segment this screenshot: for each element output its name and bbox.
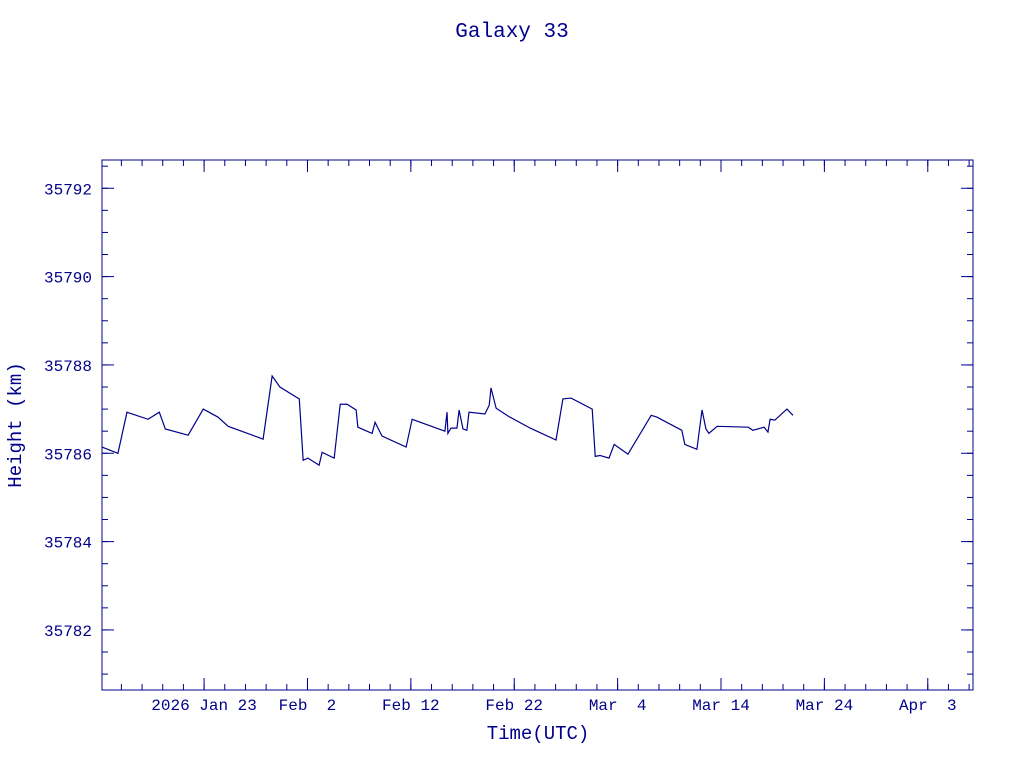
data-line	[101, 374, 794, 467]
x-tick-label: Feb 12	[382, 697, 440, 715]
x-tick-label: 2026 Jan 23	[151, 697, 257, 715]
plot-frame	[101, 159, 974, 691]
x-tick-label: Mar 4	[589, 697, 647, 715]
x-tick-label: Feb 2	[279, 697, 337, 715]
y-tick-label: 35786	[44, 446, 92, 464]
y-axis-label: Height (km)	[5, 362, 27, 487]
y-tick-label: 35790	[44, 270, 92, 288]
y-tick-label: 35782	[44, 623, 92, 641]
x-axis-label: Time(UTC)	[487, 723, 590, 745]
x-tick-label: Mar 14	[692, 697, 750, 715]
x-tick-label: Apr 3	[899, 697, 957, 715]
x-tick-label: Mar 24	[796, 697, 854, 715]
y-tick-label: 35784	[44, 535, 92, 553]
y-tick-label: 35788	[44, 358, 92, 376]
chart-title: Galaxy 33	[455, 21, 568, 44]
y-tick-label: 35792	[44, 181, 92, 199]
x-tick-label: Feb 22	[485, 697, 543, 715]
